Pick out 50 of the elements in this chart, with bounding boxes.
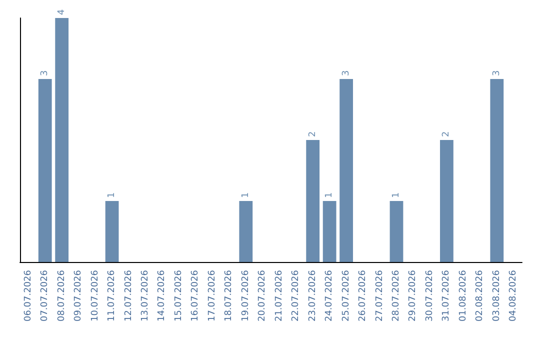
bar	[105, 201, 119, 262]
x-tick-label: 15.07.2026	[174, 270, 184, 322]
x-tick-label: 01.08.2026	[458, 270, 468, 322]
x-tick-label: 28.07.2026	[392, 270, 402, 322]
x-tick-label: 11.07.2026	[107, 270, 118, 322]
x-tick-label: 02.08.2026	[475, 270, 486, 322]
x-tick-label: 03.08.2026	[492, 270, 502, 322]
x-tick-label: 31.07.2026	[442, 270, 452, 322]
x-tick-label: 29.07.2026	[408, 270, 418, 322]
x-tick-label: 20.07.2026	[258, 270, 268, 322]
x-tick-label: 08.07.2026	[56, 270, 67, 322]
data-label: 1	[392, 192, 402, 198]
bar	[239, 201, 253, 262]
bar	[490, 79, 504, 262]
x-tick-label: 24.07.2026	[324, 270, 335, 322]
x-tick-label: 21.07.2026	[274, 270, 284, 322]
x-tick-label: 16.07.2026	[190, 270, 201, 322]
data-label: 3	[492, 70, 502, 76]
x-tick-label: 13.07.2026	[140, 270, 150, 322]
data-label: 2	[442, 131, 452, 137]
bar	[390, 201, 404, 262]
bar	[38, 79, 52, 262]
x-tick-label: 06.07.2026	[23, 270, 34, 322]
x-tick-label: 17.07.2026	[207, 270, 218, 322]
x-tick-label: 30.07.2026	[424, 270, 435, 322]
x-tick-label: 25.07.2026	[341, 270, 352, 322]
data-label: 3	[341, 70, 352, 76]
bar	[306, 140, 320, 262]
x-tick-label: 22.07.2026	[291, 270, 302, 322]
x-tick-label: 18.07.2026	[224, 270, 234, 322]
x-tick-label: 10.07.2026	[90, 270, 100, 322]
x-tick-label: 07.07.2026	[40, 270, 50, 322]
x-tick-label: 14.07.2026	[157, 270, 168, 322]
data-label: 1	[240, 192, 251, 198]
bar	[440, 140, 454, 262]
x-tick-label: 26.07.2026	[358, 270, 368, 322]
x-tick-label: 19.07.2026	[240, 270, 251, 322]
data-label: 1	[324, 192, 335, 198]
data-label: 1	[107, 192, 118, 198]
data-label: 4	[56, 9, 67, 15]
data-label: 2	[308, 131, 318, 137]
bar	[340, 79, 353, 262]
data-label: 3	[40, 70, 50, 76]
x-tick-label: 04.08.2026	[508, 270, 519, 322]
bar	[55, 18, 69, 262]
x-tick-label: 12.07.2026	[124, 270, 134, 322]
x-tick-label: 27.07.2026	[374, 270, 385, 322]
x-tick-label: 23.07.2026	[308, 270, 318, 322]
bar	[322, 201, 336, 262]
x-tick-label: 09.07.2026	[74, 270, 84, 322]
